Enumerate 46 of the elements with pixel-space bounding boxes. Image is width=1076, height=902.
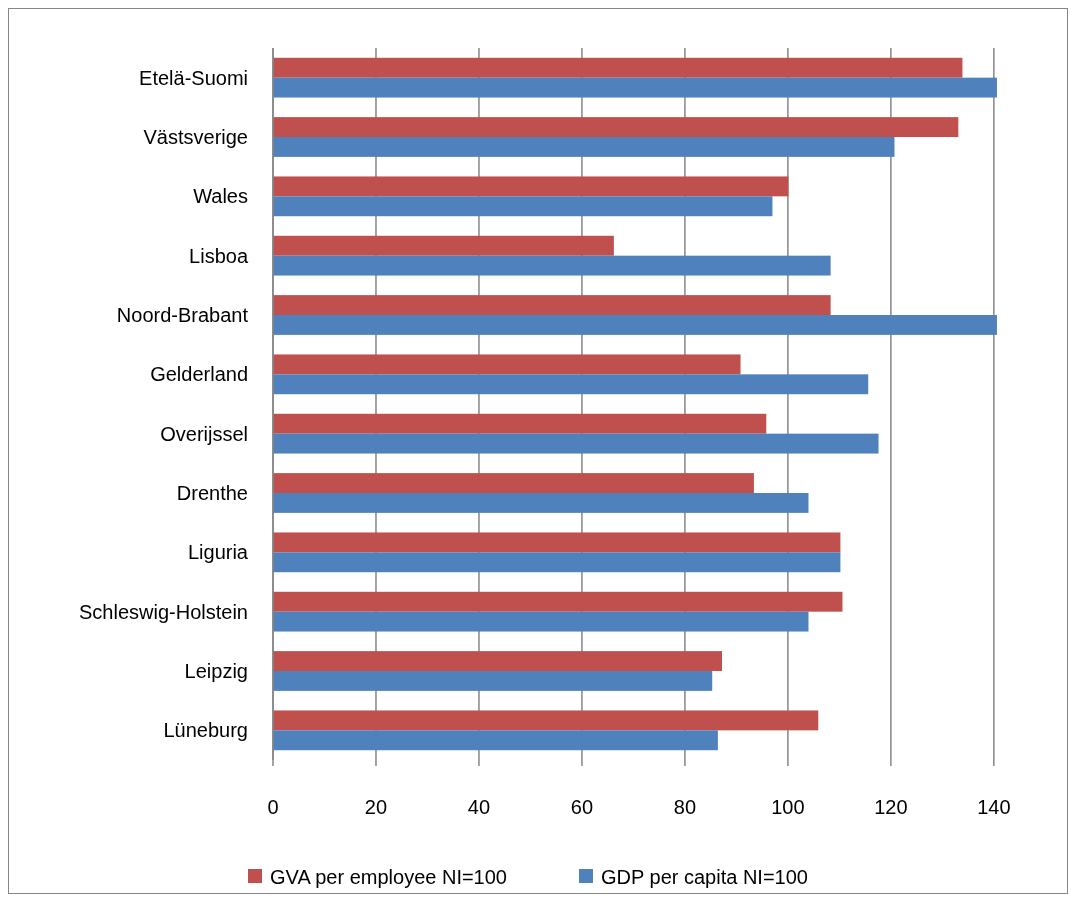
bar — [273, 315, 997, 335]
bar — [273, 176, 789, 197]
bar — [273, 710, 819, 731]
y-tick-label: Schleswig-Holstein — [79, 600, 248, 623]
bar — [273, 591, 843, 612]
y-tick-label: Wales — [193, 185, 248, 208]
y-tick-label: Lüneburg — [163, 719, 248, 742]
bar — [273, 433, 879, 454]
bar — [273, 57, 963, 78]
y-tick-label: Västsverige — [143, 126, 248, 148]
y-tick-label: Gelderland — [150, 363, 248, 386]
bar — [273, 532, 841, 553]
legend-label: GVA per employee NI=100 — [270, 866, 507, 888]
y-tick-label: Noord-Brabant — [116, 304, 249, 326]
y-tick-label: Etelä-Suomi — [139, 66, 248, 89]
legend-label: GDP per capita NI=100 — [601, 866, 808, 888]
y-tick-label: Leipzig — [184, 660, 248, 682]
bar — [273, 77, 997, 98]
y-tick-label: Drenthe — [176, 482, 248, 504]
y-tick-label: Liguria — [187, 541, 249, 564]
bar — [273, 611, 809, 632]
bar — [273, 255, 831, 276]
x-tick-label: 100 — [771, 796, 805, 818]
bar — [273, 235, 614, 256]
bar — [273, 295, 831, 315]
bar — [273, 374, 869, 395]
x-tick-label: 140 — [977, 796, 1011, 818]
x-tick-label: 40 — [467, 796, 491, 818]
bar — [273, 117, 959, 137]
bar — [273, 137, 895, 157]
bar — [273, 354, 741, 375]
x-tick-label: 120 — [874, 796, 908, 818]
x-tick-label: 20 — [364, 796, 388, 818]
bar — [273, 552, 841, 573]
y-tick-label: Overijssel — [160, 422, 248, 445]
bar — [273, 413, 767, 434]
bar — [273, 493, 809, 513]
bar — [273, 196, 773, 217]
x-tick-label: 60 — [570, 796, 594, 818]
y-tick-label: Lisboa — [189, 244, 249, 267]
bar — [273, 473, 754, 493]
x-tick-label: 80 — [673, 796, 697, 818]
bar — [273, 671, 713, 691]
bar — [273, 730, 718, 751]
bar — [273, 651, 722, 671]
x-tick-label: 0 — [267, 796, 279, 818]
